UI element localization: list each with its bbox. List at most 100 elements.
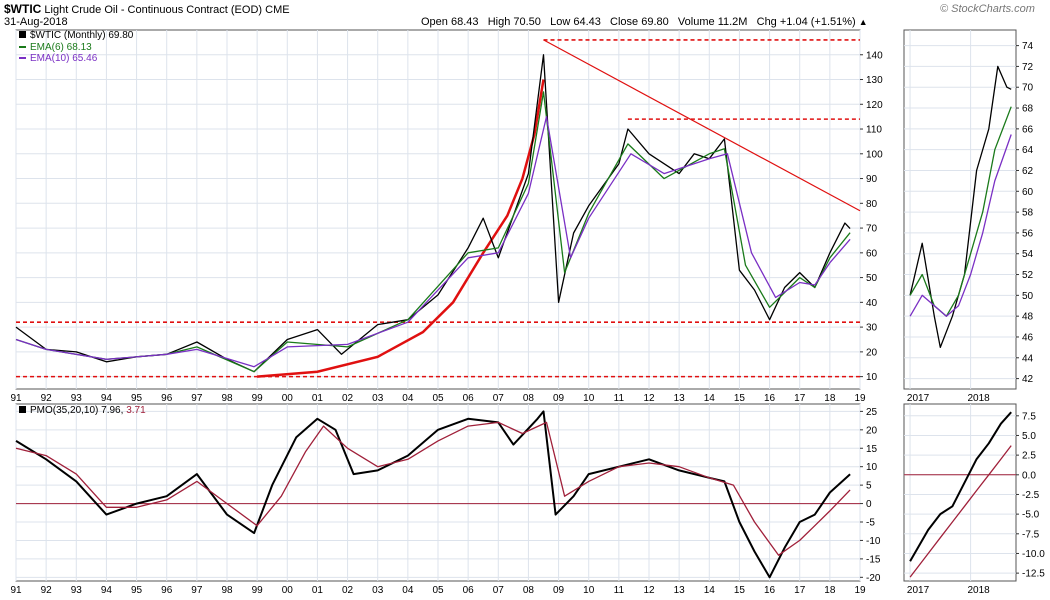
y-tick-label: -10 xyxy=(866,536,881,547)
y-tick-label: 70 xyxy=(866,224,878,235)
x-tick-label: 04 xyxy=(402,393,414,404)
y-tick-label: 46 xyxy=(1022,332,1034,343)
quote-change: +1.04 (+1.51%) xyxy=(779,16,856,28)
y-tick-label: 140 xyxy=(866,50,883,61)
x-tick-label: 96 xyxy=(161,585,173,596)
y-tick-label: 52 xyxy=(1022,270,1034,281)
price-legend-swatch xyxy=(19,31,26,38)
series-line-wtic-monthly xyxy=(15,54,851,373)
x-tick-label: 91 xyxy=(10,585,22,596)
y-tick-label: 7.5 xyxy=(1022,411,1036,422)
y-tick-label: 25 xyxy=(866,407,878,418)
y-tick-label: 58 xyxy=(1022,208,1034,219)
quote-high: 70.50 xyxy=(513,16,541,28)
watermark: © StockCharts.com xyxy=(940,3,1035,15)
quote-bar: Open 68.43 High 70.50 Low 64.43 Close 69… xyxy=(421,16,868,28)
y-tick-label: 40 xyxy=(866,298,878,309)
x-tick-label: 07 xyxy=(493,393,505,404)
x-tick-label: 99 xyxy=(252,585,264,596)
y-tick-label: 48 xyxy=(1022,312,1034,323)
y-tick-label: 68 xyxy=(1022,104,1034,115)
x-tick-label: 07 xyxy=(493,585,505,596)
y-tick-label: 10 xyxy=(866,462,878,473)
x-tick-label: 19 xyxy=(854,393,866,404)
inset-price-panel-frame xyxy=(903,29,1017,390)
y-tick-label: 72 xyxy=(1022,62,1034,73)
x-tick-label: 13 xyxy=(674,585,686,596)
y-tick-label: -5 xyxy=(866,518,875,529)
x-tick-label: 16 xyxy=(764,585,776,596)
x-tick-label: 96 xyxy=(161,393,173,404)
y-tick-label: 5.0 xyxy=(1022,431,1036,442)
x-tick-label: 05 xyxy=(432,393,444,404)
x-tick-label: 93 xyxy=(71,393,83,404)
ema6-legend: EMA(6) 68.13 xyxy=(30,42,92,53)
y-tick-label: 54 xyxy=(1022,249,1034,260)
x-tick-label: 95 xyxy=(131,585,143,596)
exchange: CME xyxy=(265,4,290,16)
y-tick-label: 50 xyxy=(1022,291,1034,302)
y-tick-label: 60 xyxy=(866,248,878,259)
y-tick-label: 0.0 xyxy=(1022,470,1036,481)
x-tick-label: 98 xyxy=(221,393,233,404)
y-tick-label: 30 xyxy=(866,323,878,334)
series-layer xyxy=(15,39,1016,579)
x-tick-label: 12 xyxy=(643,393,655,404)
x-tick-label: 00 xyxy=(282,393,294,404)
y-tick-label: 80 xyxy=(866,199,878,210)
y-tick-label: 20 xyxy=(866,425,878,436)
x-tick-label: 03 xyxy=(372,393,384,404)
x-tick-label: 99 xyxy=(252,393,264,404)
x-tick-label: 11 xyxy=(614,393,625,404)
x-tick-label: 92 xyxy=(41,585,53,596)
x-tick-label: 17 xyxy=(794,393,806,404)
y-tick-label: 60 xyxy=(1022,187,1034,198)
y-tick-label: -10.0 xyxy=(1022,549,1045,560)
y-tick-label: 20 xyxy=(866,347,878,358)
y-tick-label: 5 xyxy=(866,481,872,492)
scroll-up-icon[interactable]: ▲ xyxy=(858,17,868,27)
y-tick-label: 56 xyxy=(1022,228,1034,239)
x-tick-label: 05 xyxy=(432,585,444,596)
quote-open: 68.43 xyxy=(450,16,479,28)
y-tick-label: 42 xyxy=(1022,374,1034,385)
series-line-ema-6 xyxy=(15,91,851,373)
x-tick-label: 01 xyxy=(312,585,324,596)
x-tick-label: 94 xyxy=(101,393,113,404)
x-tick-label: 17 xyxy=(794,585,806,596)
y-tick-label: 10 xyxy=(866,372,878,383)
x-tick-label: 09 xyxy=(553,393,565,404)
ema10-legend: EMA(10) 65.46 xyxy=(30,53,98,64)
x-tick-label: 15 xyxy=(734,585,746,596)
x-tick-label: 14 xyxy=(704,393,716,404)
x-tick-label: 98 xyxy=(221,585,233,596)
y-tick-label: 64 xyxy=(1022,145,1034,156)
y-tick-label: 110 xyxy=(866,125,882,136)
x-tick-label: 10 xyxy=(583,585,595,596)
series-line-pmo xyxy=(909,411,1012,562)
x-tick-label: 08 xyxy=(523,585,535,596)
y-tick-label: 90 xyxy=(866,174,878,185)
x-tick-label: 12 xyxy=(643,585,655,596)
grid-layer xyxy=(15,30,1016,581)
chart-date: 31-Aug-2018 xyxy=(4,16,68,28)
x-tick-label: 18 xyxy=(824,393,836,404)
x-tick-label: 13 xyxy=(674,393,686,404)
quote-volume: 11.2M xyxy=(717,16,748,28)
x-tick-label: 18 xyxy=(824,585,836,596)
x-tick-label: 97 xyxy=(191,585,203,596)
y-tick-label: 74 xyxy=(1022,41,1034,52)
y-tick-label: 0 xyxy=(866,499,872,510)
parabolic-curve xyxy=(256,79,545,378)
series-line-ema-10 xyxy=(15,116,851,368)
series-line-ema-6 xyxy=(909,106,1012,317)
y-tick-label: 50 xyxy=(866,273,878,284)
x-tick-label: 14 xyxy=(704,585,716,596)
pmo-legend-swatch xyxy=(19,406,26,413)
quote-low: 64.43 xyxy=(573,16,601,28)
y-tick-label: -15 xyxy=(866,554,881,565)
instrument-name: Light Crude Oil - Continuous Contract (E… xyxy=(44,4,263,16)
series-line-signal xyxy=(909,445,1012,578)
chart-title: $WTIC Light Crude Oil - Continuous Contr… xyxy=(4,2,290,16)
